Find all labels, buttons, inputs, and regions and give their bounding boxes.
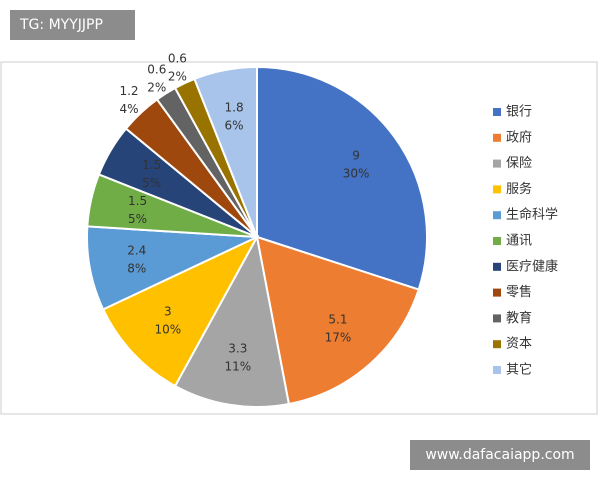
legend-label: 资本 — [506, 337, 532, 352]
data-label: 0.6 — [168, 51, 187, 65]
legend-swatch — [493, 366, 501, 374]
legend-label: 政府 — [506, 130, 532, 145]
legend-swatch — [493, 211, 501, 220]
watermark-box — [10, 10, 135, 40]
legend-swatch — [493, 314, 501, 323]
share-label: 2% — [168, 69, 187, 83]
pie-slice — [256, 65, 428, 291]
legend-swatch — [493, 237, 501, 245]
pie-slice — [193, 65, 258, 238]
pie-slice — [101, 234, 260, 388]
data-label: 3.3 — [228, 341, 247, 355]
legend-label: 通讯 — [506, 234, 532, 249]
legend-label: 生命科学 — [506, 207, 558, 223]
data-label: 9 — [352, 149, 360, 163]
data-label: 0.6 — [147, 63, 166, 77]
pie-slice — [255, 235, 420, 406]
data-label: 1.8 — [225, 100, 244, 114]
watermark: TG: MYYJJPP — [19, 17, 103, 33]
share-label: 30% — [343, 167, 370, 181]
legend-label: 教育 — [506, 310, 532, 326]
legend-label: 保险 — [506, 156, 532, 171]
pie-slice — [173, 234, 291, 408]
share-label: 11% — [225, 359, 252, 373]
share-label: 17% — [325, 330, 352, 344]
legend-label: 服务 — [506, 181, 532, 197]
data-label: 1.5 — [142, 158, 161, 172]
data-label: 2.4 — [127, 243, 146, 257]
share-label: 5% — [128, 212, 147, 226]
share-label: 10% — [154, 322, 181, 336]
legend-swatch — [493, 159, 501, 168]
legend-swatch — [493, 262, 501, 271]
legend-label: 银行 — [506, 105, 532, 120]
data-label: 5.1 — [328, 312, 347, 326]
share-label: 2% — [147, 81, 166, 95]
watermark-box — [410, 440, 590, 470]
watermark: www.dafacaiapp.com — [425, 447, 574, 463]
data-label: 1.5 — [128, 194, 147, 208]
legend-label: 医疗健康 — [506, 258, 558, 274]
share-label: 5% — [142, 176, 161, 190]
legend-swatch — [493, 288, 501, 297]
legend-label: 零售 — [506, 284, 532, 300]
legend-swatch — [493, 108, 501, 116]
share-label: 8% — [127, 261, 146, 275]
legend-swatch — [493, 133, 501, 142]
share-label: 6% — [225, 118, 244, 132]
legend-swatch — [493, 340, 501, 349]
legend-swatch — [493, 185, 501, 194]
data-label: 3 — [164, 304, 172, 318]
data-label: 1.2 — [119, 84, 138, 98]
legend-label: 其它 — [506, 362, 532, 378]
share-label: 4% — [119, 102, 138, 116]
